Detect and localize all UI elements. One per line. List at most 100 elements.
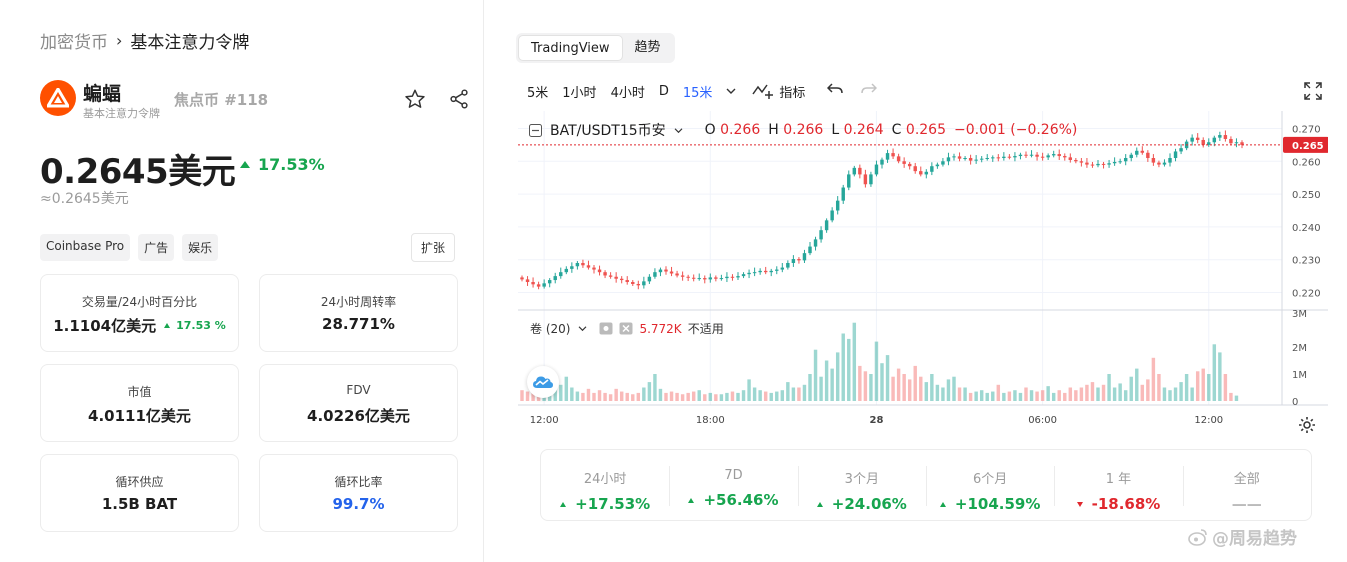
interval-4h[interactable]: 4小时 [610, 85, 645, 101]
indicators-button[interactable]: 指标 [752, 82, 805, 101]
volume-bar [680, 394, 685, 401]
collapse-icon[interactable] [529, 123, 542, 137]
tab-trend[interactable]: 趋势 [634, 40, 661, 55]
period-all[interactable]: 全部 —— [1182, 450, 1311, 520]
chart-settings-gear-icon[interactable] [1298, 416, 1316, 438]
volume-bar [791, 387, 796, 401]
candle-body [797, 259, 801, 261]
coin-info-panel: 加密货币 › 基本注意力令牌 蝙蝠 基本注意力令牌 焦点币 #118 0.264… [0, 0, 484, 562]
candle-body [536, 284, 541, 287]
tradingview-logo-icon[interactable] [527, 366, 559, 398]
candle-body [1173, 151, 1178, 159]
volume-bar [896, 368, 901, 401]
volume-bar [985, 392, 989, 401]
volume-bar [614, 388, 618, 401]
candle-body [1190, 137, 1194, 142]
tag-coinbase-pro[interactable]: Coinbase Pro [40, 234, 131, 261]
volume-bar [797, 387, 801, 401]
period-6m[interactable]: 6个月 +104.59% [925, 450, 1054, 520]
breadcrumb-crypto-link[interactable]: 加密货币 [40, 33, 108, 53]
up-arrow-icon [164, 323, 171, 328]
candle-body [758, 270, 762, 273]
candle-body [741, 274, 746, 277]
volume-bar [874, 341, 879, 401]
candle-body [1018, 154, 1023, 157]
fullscreen-icon[interactable] [1304, 82, 1322, 104]
candle-body [791, 259, 796, 263]
period-label: 24小时 [583, 472, 627, 487]
period-24h[interactable]: 24小时 +17.53% [541, 450, 669, 520]
chevron-down-icon[interactable] [674, 127, 683, 134]
candle-body [614, 276, 618, 279]
candle-body [603, 272, 607, 276]
tab-tradingview[interactable]: TradingView [518, 35, 623, 61]
undo-icon[interactable] [827, 82, 844, 100]
candle-body [985, 158, 989, 160]
stat-value: 1.5B BAT [101, 495, 178, 513]
stat-value: 28.771% [322, 315, 395, 333]
redo-icon[interactable] [861, 82, 878, 100]
candle-body [1207, 142, 1211, 145]
chevron-down-icon[interactable] [578, 325, 587, 332]
volume-bar [1135, 368, 1139, 401]
period-7d[interactable]: 7D +56.46% [669, 450, 797, 520]
volume-bar [847, 338, 851, 401]
symbol-label[interactable]: BAT/USDT15币安 [550, 123, 666, 139]
period-1y[interactable]: 1 年 -18.68% [1054, 450, 1182, 520]
interval-1d[interactable]: D [658, 83, 669, 99]
volume-bar [1207, 374, 1211, 401]
tag-advertising[interactable]: 广告 [138, 234, 175, 261]
coin-header: 蝙蝠 基本注意力令牌 焦点币 #118 [40, 78, 470, 120]
candle-body [1240, 142, 1244, 145]
time-tick-label: 12:00 [530, 415, 559, 426]
period-3m[interactable]: 3个月 +24.06% [797, 450, 926, 520]
period-label: 7D [724, 468, 743, 483]
candle-body [808, 246, 812, 254]
volume-bar [935, 384, 940, 401]
volume-bar [769, 392, 773, 401]
volume-bar [1146, 379, 1150, 401]
ohlc-open: O 0.266 [705, 122, 761, 138]
period-value-text: +56.46% [703, 491, 779, 509]
stat-value: 1.1104亿美元 17.53 % [41, 315, 238, 336]
interval-15m[interactable]: 15米 [682, 85, 713, 101]
price-chart[interactable]: 0.270 0.260 0.250 0.240 0.230 0.220 0.265 3M 2M 1… [518, 111, 1329, 441]
volume-bar [586, 388, 591, 401]
candle-body [979, 158, 984, 160]
tag-entertainment[interactable]: 娱乐 [182, 234, 219, 261]
chart-toolbar: 5米 1小时 4小时 D 15米 指标 [527, 80, 891, 102]
volume-bar [1029, 390, 1034, 401]
candle-body [708, 277, 713, 280]
candle-body [1079, 161, 1084, 163]
ohlc-close: C 0.265 [892, 122, 946, 138]
breadcrumb-chevron-icon: › [116, 31, 123, 50]
volume-bar [608, 394, 613, 401]
interval-5m[interactable]: 5米 [527, 85, 549, 101]
volume-bar [819, 376, 823, 401]
volume-bar [1129, 376, 1133, 401]
period-value-text: +104.59% [954, 495, 1041, 513]
volume-bar [1140, 384, 1145, 401]
price-tick-label: 0.260 [1292, 157, 1321, 168]
stat-label: 循环比率 [334, 475, 383, 489]
interval-chevron-down-icon[interactable] [726, 84, 736, 99]
close-icon[interactable] [619, 322, 633, 335]
candle-body [1218, 135, 1222, 138]
interval-1h[interactable]: 1小时 [562, 85, 597, 101]
expand-button[interactable]: 扩张 [411, 233, 456, 262]
candle-body [658, 269, 663, 273]
candle-body [1140, 150, 1145, 153]
share-icon[interactable] [446, 86, 472, 112]
candle-body [1201, 139, 1205, 145]
period-value: +56.46% [669, 491, 797, 509]
candle-body [941, 161, 945, 165]
volume-bar [1112, 387, 1117, 401]
stat-value: 99.7% [332, 495, 385, 513]
candlestick-chart-svg[interactable]: 0.270 0.260 0.250 0.240 0.230 0.220 0.265 3M 2M 1… [518, 111, 1329, 441]
favorite-star-icon[interactable] [402, 86, 428, 112]
stat-label: 交易量/24小时百分比 [81, 295, 198, 309]
candle-body [653, 272, 657, 277]
candle-body [1112, 161, 1117, 164]
candle-body [703, 278, 707, 280]
eye-icon[interactable] [599, 322, 613, 335]
